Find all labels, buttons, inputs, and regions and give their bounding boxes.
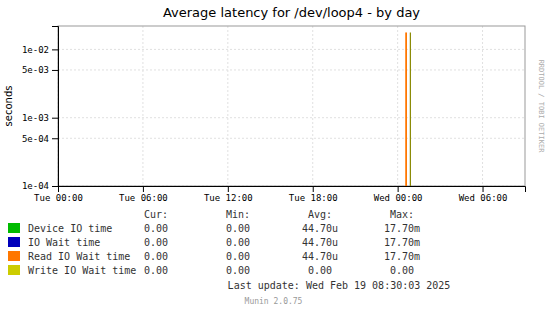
table-header: Min: xyxy=(226,209,250,220)
y-tick-label: 1e-04 xyxy=(22,181,49,191)
table-value: 0.00 xyxy=(144,237,168,248)
table-value: 44.70u xyxy=(302,251,338,262)
grid-line xyxy=(142,26,143,186)
table-value: 0.00 xyxy=(226,237,250,248)
series-line xyxy=(405,32,407,186)
grid-line xyxy=(58,69,525,70)
grid-line xyxy=(58,117,525,118)
grid-line xyxy=(482,26,483,186)
y-tick-mark xyxy=(52,186,58,187)
x-tick-label: Tue 06:00 xyxy=(119,193,168,203)
y-axis-title: seconds xyxy=(3,86,14,127)
y-tick-label: 1e-02 xyxy=(22,45,49,55)
legend-swatch xyxy=(8,237,20,247)
legend-swatch xyxy=(8,265,20,275)
x-axis: Tue 00:00 Tue 06:00 Tue 12:00 Tue 18:00 Wed … xyxy=(34,186,525,203)
table-value: 0.00 xyxy=(144,223,168,234)
legend-label: Device IO time xyxy=(28,223,112,234)
grid-line xyxy=(58,49,525,50)
table-header: Cur: xyxy=(144,209,168,220)
table-value: 44.70u xyxy=(302,223,338,234)
legend-label: Read IO Wait time xyxy=(28,251,130,262)
table-value: 0.00 xyxy=(226,223,250,234)
table-value: 0.00 xyxy=(390,265,414,276)
table-value: 0.00 xyxy=(144,251,168,262)
annotation: RRDTOOL / TOBI OETIKER xyxy=(537,60,545,154)
y-tick-label: 5e-04 xyxy=(22,134,49,144)
x-tick-label: Tue 12:00 xyxy=(204,193,253,203)
x-tick-mark xyxy=(398,186,399,192)
series-line xyxy=(410,32,411,186)
legend-table: Cur: Min: Avg: Max: Device IO time 0.00 0.00 44… xyxy=(8,209,420,276)
table-header: Max: xyxy=(390,209,414,220)
y-axis: 1e-04 5e-04 1e-03 5e-03 1e-02 xyxy=(22,27,59,192)
x-tick: Tue 06:00 xyxy=(119,186,168,203)
x-tick-mark xyxy=(483,186,484,192)
table-value: 44.70u xyxy=(302,237,338,248)
plot-frame xyxy=(58,26,525,186)
y-tick-mark xyxy=(52,49,58,50)
x-axis-line xyxy=(59,187,526,193)
x-tick-mark xyxy=(228,186,229,192)
annotation: Munin 2.0.75 xyxy=(245,297,303,306)
grid-line xyxy=(312,26,313,186)
y-tick: 5e-03 xyxy=(22,65,58,75)
legend-label: Write IO Wait time xyxy=(28,265,136,276)
x-tick: Tue 18:00 xyxy=(289,186,338,203)
y-axis-line xyxy=(52,27,59,187)
y-tick-mark xyxy=(52,70,58,71)
legend-label: IO Wait time xyxy=(28,237,100,248)
y-tick-mark xyxy=(52,118,58,119)
x-tick-label: Wed 00:00 xyxy=(374,193,423,203)
grid-line xyxy=(58,138,525,139)
y-tick: 1e-04 xyxy=(22,181,58,191)
grid xyxy=(58,26,525,186)
y-tick: 1e-02 xyxy=(22,45,58,55)
title: Average latency for /dev/loop4 - by day xyxy=(163,5,420,20)
annotation: Last update: Wed Feb 19 08:30:03 2025 xyxy=(228,280,451,291)
x-tick: Wed 06:00 xyxy=(459,186,508,203)
plot-area xyxy=(406,32,410,186)
x-tick-mark xyxy=(143,186,144,192)
table-value: 17.70m xyxy=(384,237,420,248)
x-tick-mark xyxy=(313,186,314,192)
x-tick-label: Wed 06:00 xyxy=(459,193,508,203)
x-tick-label: Tue 18:00 xyxy=(289,193,338,203)
grid-line xyxy=(227,26,228,186)
chart: Tue 00:00 Tue 06:00 Tue 12:00 Tue 18:00 Wed … xyxy=(0,0,547,311)
table-header: Avg: xyxy=(308,209,332,220)
y-tick-label: 5e-03 xyxy=(22,65,49,75)
table-value: 0.00 xyxy=(226,251,250,262)
grid-line xyxy=(397,26,398,186)
y-tick: 5e-04 xyxy=(22,134,58,144)
x-tick: Wed 00:00 xyxy=(374,186,423,203)
legend-swatch xyxy=(8,251,20,261)
x-tick: Tue 12:00 xyxy=(204,186,253,203)
y-tick-label: 1e-03 xyxy=(22,113,49,123)
table-value: 17.70m xyxy=(384,223,420,234)
table-value: 0.00 xyxy=(308,265,332,276)
legend-swatch xyxy=(8,223,20,233)
table-value: 0.00 xyxy=(144,265,168,276)
y-tick: 1e-03 xyxy=(22,113,58,123)
table-value: 0.00 xyxy=(226,265,250,276)
table-value: 17.70m xyxy=(384,251,420,262)
y-tick-mark xyxy=(52,138,58,139)
x-tick-label: Tue 00:00 xyxy=(34,193,83,203)
